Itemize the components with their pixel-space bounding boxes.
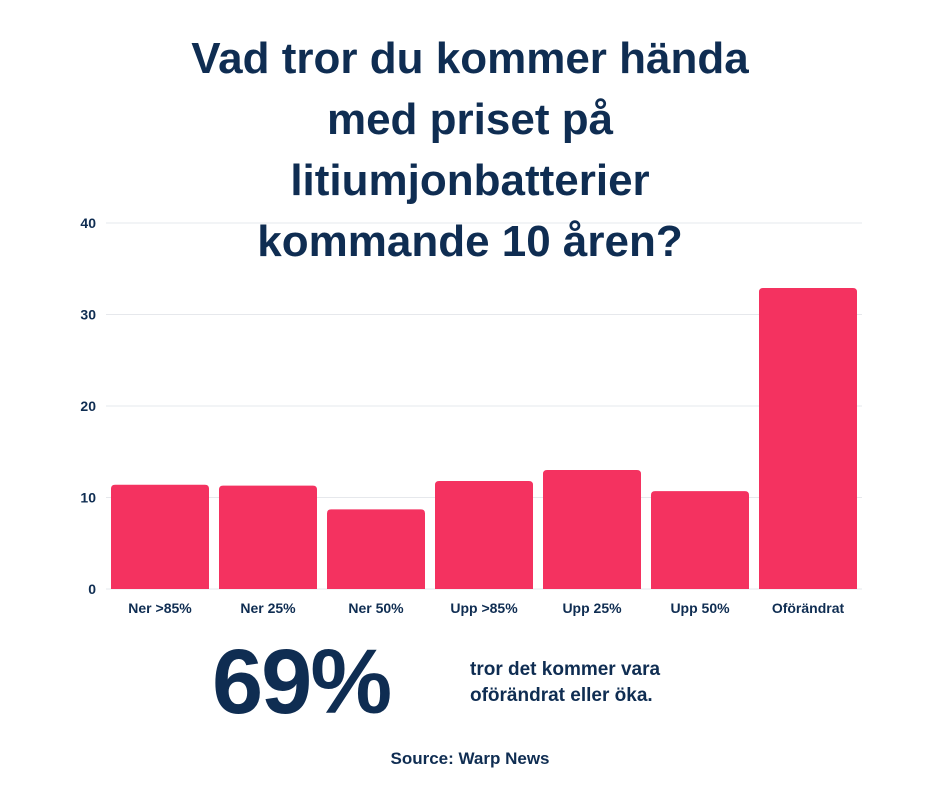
y-tick-label: 10 [80, 490, 96, 506]
bar-oförändrat [759, 287, 857, 589]
chart-title: Vad tror du kommer hända med priset på l… [70, 28, 870, 272]
y-tick-label: 20 [80, 398, 96, 414]
bar-ner-25 [219, 485, 317, 589]
x-tick-label: Upp 50% [670, 600, 730, 616]
x-axis-labels: Ner >85% Ner 25% Ner 50% Upp >85% Upp 25% Upp… [128, 600, 844, 616]
x-tick-label: Ner 50% [348, 600, 404, 616]
stat-description: tror det kommer vara oförändrat eller ök… [470, 657, 790, 709]
x-tick-label: Ner 25% [240, 600, 296, 616]
y-tick-label: 30 [80, 307, 96, 323]
title-line-1: Vad tror du kommer hända [191, 34, 749, 83]
title-line-3: litiumjonbatterier [290, 156, 650, 205]
stat-percentage: 69% [212, 631, 392, 733]
title-line-2: med priset på [326, 95, 614, 144]
x-tick-label: Upp 25% [562, 600, 622, 616]
bar-chart: 0 10 20 30 40 Ner >85% Ner 25% Ner 50% Upp >85%… [80, 215, 862, 616]
x-tick-label: Oförändrat [772, 600, 845, 616]
chart-bars [111, 287, 857, 589]
stat-description-line-2: oförändrat eller öka. [470, 685, 653, 706]
y-axis-ticks: 0 10 20 30 40 [80, 215, 96, 597]
source-credit: Source: Warp News [390, 749, 550, 768]
x-tick-label: Upp >85% [450, 600, 518, 616]
y-tick-label: 40 [80, 215, 96, 231]
bar-ner-50 [327, 509, 425, 589]
bar-ner-85 [111, 484, 209, 589]
stat-description-line-1: tror det kommer vara [470, 659, 661, 680]
bar-upp-85 [435, 481, 533, 589]
bar-upp-50 [651, 491, 749, 589]
x-tick-label: Ner >85% [128, 600, 192, 616]
y-tick-label: 0 [88, 581, 96, 597]
title-line-4: kommande 10 åren? [257, 217, 683, 266]
bar-upp-25 [543, 470, 641, 589]
